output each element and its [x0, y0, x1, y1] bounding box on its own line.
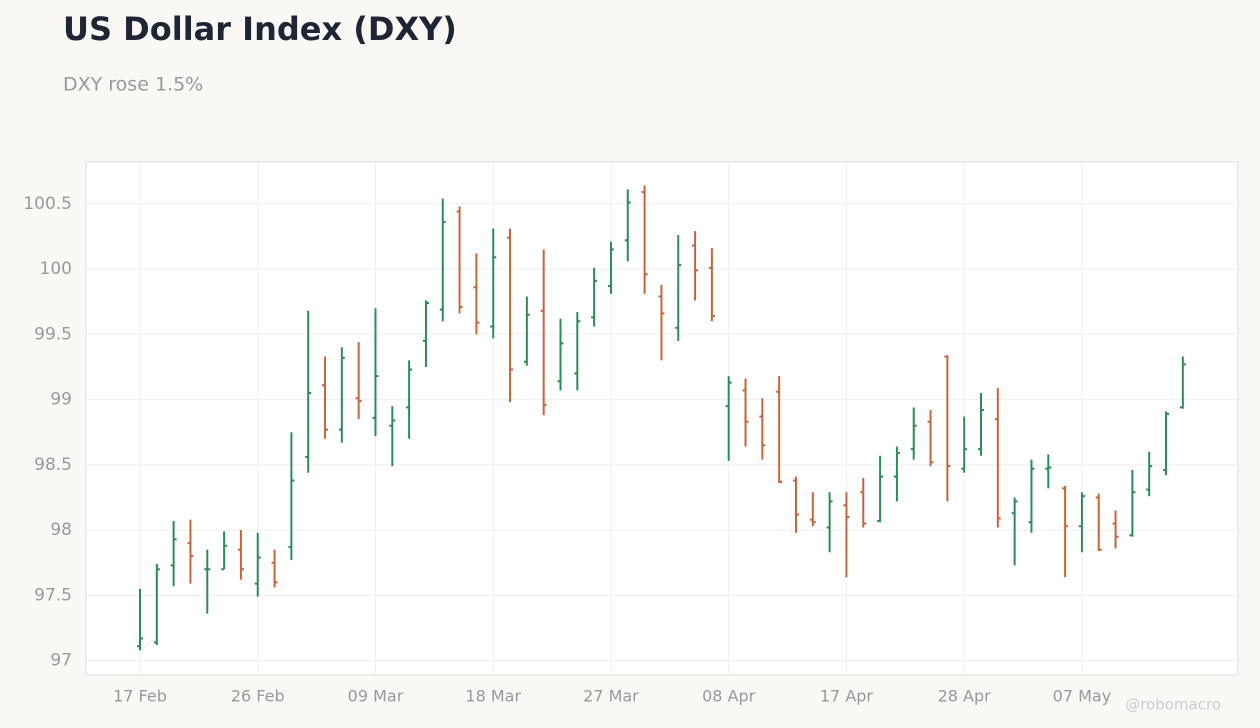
chart-title: US Dollar Index (DXY) — [63, 10, 457, 48]
x-tick-label: 17 Apr — [820, 687, 874, 706]
y-tick-label: 100 — [40, 259, 72, 279]
x-tick-label: 08 Apr — [702, 687, 756, 706]
x-tick-label: 07 May — [1053, 687, 1112, 706]
x-tick-label: 18 Mar — [465, 687, 521, 706]
y-tick-label: 98.5 — [34, 455, 72, 475]
y-tick-label: 99 — [50, 390, 72, 410]
y-tick-label: 98 — [50, 520, 72, 540]
x-tick-label: 17 Feb — [113, 687, 167, 706]
chart-subtitle: DXY rose 1.5% — [63, 74, 203, 96]
y-tick-label: 99.5 — [34, 324, 72, 344]
y-tick-label: 97 — [50, 651, 72, 671]
credit: @robomacro — [1125, 696, 1221, 714]
y-tick-label: 100.5 — [23, 194, 72, 214]
x-tick-label: 28 Apr — [938, 687, 992, 706]
y-tick-label: 97.5 — [34, 585, 72, 605]
x-tick-label: 09 Mar — [348, 687, 404, 706]
plot-area — [85, 161, 1239, 676]
x-tick-label: 26 Feb — [231, 687, 285, 706]
x-tick-label: 27 Mar — [583, 687, 639, 706]
